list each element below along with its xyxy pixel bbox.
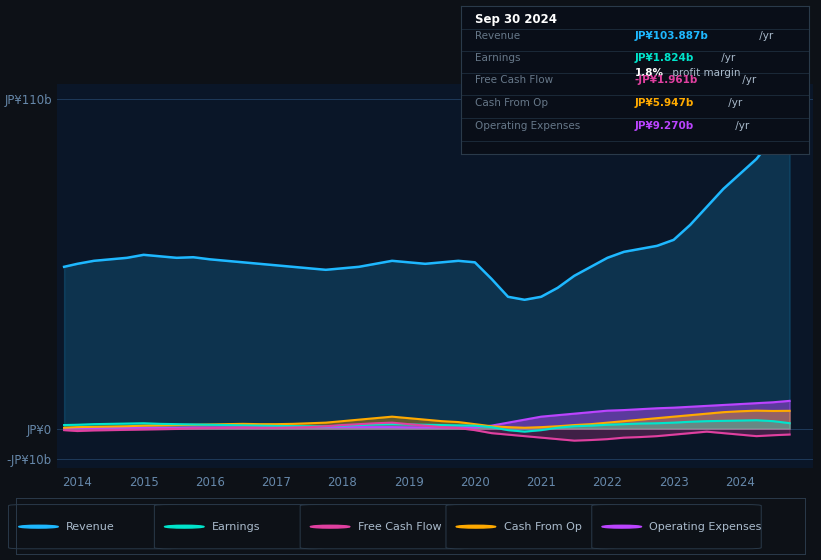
Text: /yr: /yr (718, 53, 736, 63)
Text: JP¥103.887b: JP¥103.887b (635, 31, 709, 41)
Text: profit margin: profit margin (669, 68, 741, 78)
Text: Earnings: Earnings (475, 53, 520, 63)
Text: Operating Expenses: Operating Expenses (475, 120, 580, 130)
Text: Operating Expenses: Operating Expenses (649, 522, 762, 531)
Circle shape (19, 525, 58, 528)
Text: Revenue: Revenue (475, 31, 520, 41)
FancyBboxPatch shape (592, 505, 761, 549)
Text: Earnings: Earnings (212, 522, 260, 531)
Text: /yr: /yr (732, 120, 750, 130)
Text: 1.8%: 1.8% (635, 68, 663, 78)
Text: JP¥5.947b: JP¥5.947b (635, 99, 694, 108)
Text: Sep 30 2024: Sep 30 2024 (475, 13, 557, 26)
Text: Free Cash Flow: Free Cash Flow (475, 76, 553, 85)
Circle shape (456, 525, 496, 528)
Text: Free Cash Flow: Free Cash Flow (358, 522, 442, 531)
Text: JP¥1.824b: JP¥1.824b (635, 53, 694, 63)
Text: /yr: /yr (756, 31, 773, 41)
Text: Revenue: Revenue (66, 522, 115, 531)
FancyBboxPatch shape (154, 505, 323, 549)
Text: -JP¥1.961b: -JP¥1.961b (635, 76, 698, 85)
FancyBboxPatch shape (446, 505, 616, 549)
FancyBboxPatch shape (8, 505, 178, 549)
Text: /yr: /yr (739, 76, 756, 85)
Circle shape (310, 525, 350, 528)
FancyBboxPatch shape (300, 505, 470, 549)
Text: Cash From Op: Cash From Op (503, 522, 581, 531)
Circle shape (602, 525, 641, 528)
Text: JP¥9.270b: JP¥9.270b (635, 120, 694, 130)
Circle shape (164, 525, 204, 528)
Text: Cash From Op: Cash From Op (475, 99, 548, 108)
Text: /yr: /yr (725, 99, 742, 108)
